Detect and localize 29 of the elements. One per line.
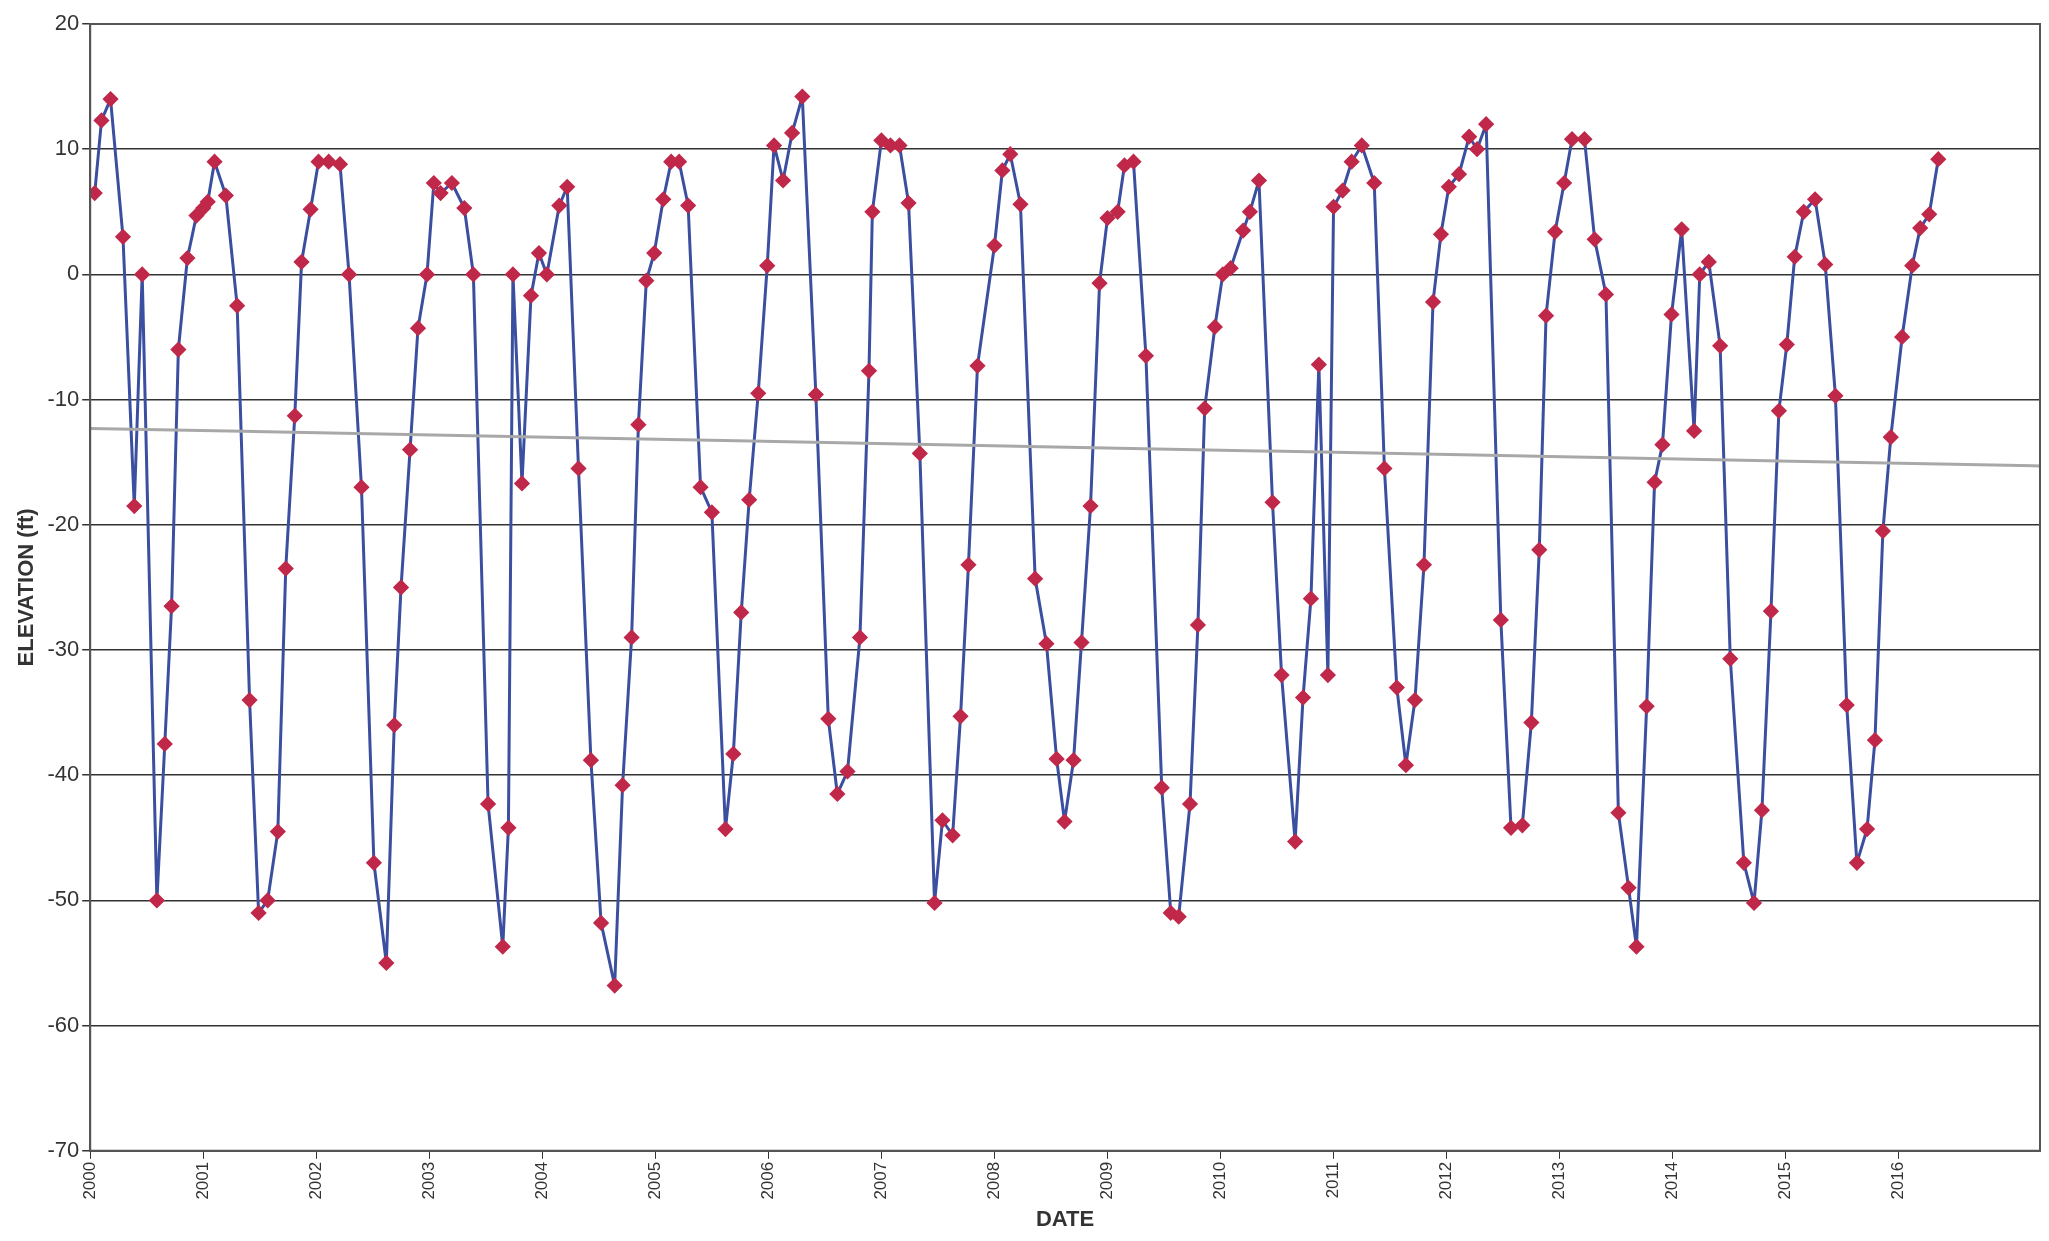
x-tick-label: 2014	[1662, 1161, 1682, 1200]
x-tick-label: 2015	[1775, 1161, 1795, 1200]
y-tick-label: 10	[54, 135, 80, 161]
x-tick-label: 2006	[758, 1161, 778, 1200]
y-tick-label: -10	[47, 385, 80, 411]
y-axis-title: ELEVATION (ft)	[13, 508, 39, 667]
x-tick-label: 2016	[1888, 1161, 1908, 1200]
x-tick-label: 2005	[645, 1161, 665, 1200]
x-tick-label: 2009	[1097, 1161, 1117, 1200]
x-tick-label: 2008	[984, 1161, 1004, 1200]
x-tick-label: 2000	[79, 1161, 99, 1200]
x-tick-label: 2004	[532, 1161, 552, 1200]
y-tick-label: -70	[47, 1136, 80, 1162]
x-tick-label: 2001	[192, 1161, 212, 1200]
y-tick-label: -60	[47, 1011, 80, 1037]
x-tick-label: 2012	[1436, 1161, 1456, 1200]
x-tick-label: 2003	[418, 1161, 438, 1200]
y-tick-label: 0	[66, 260, 80, 286]
x-axis-title: DATE	[1035, 1205, 1095, 1231]
y-tick-label: -50	[47, 886, 80, 912]
x-tick-label: 2007	[871, 1161, 891, 1200]
y-tick-label: -20	[47, 510, 80, 536]
y-tick-label: -30	[47, 636, 80, 662]
x-tick-label: 2002	[305, 1161, 325, 1200]
x-tick-label: 2010	[1210, 1161, 1230, 1200]
x-tick-label: 2013	[1549, 1161, 1569, 1200]
y-tick-label: 20	[54, 10, 80, 36]
x-tick-label: 2011	[1323, 1161, 1343, 1199]
y-tick-label: -40	[47, 761, 80, 787]
